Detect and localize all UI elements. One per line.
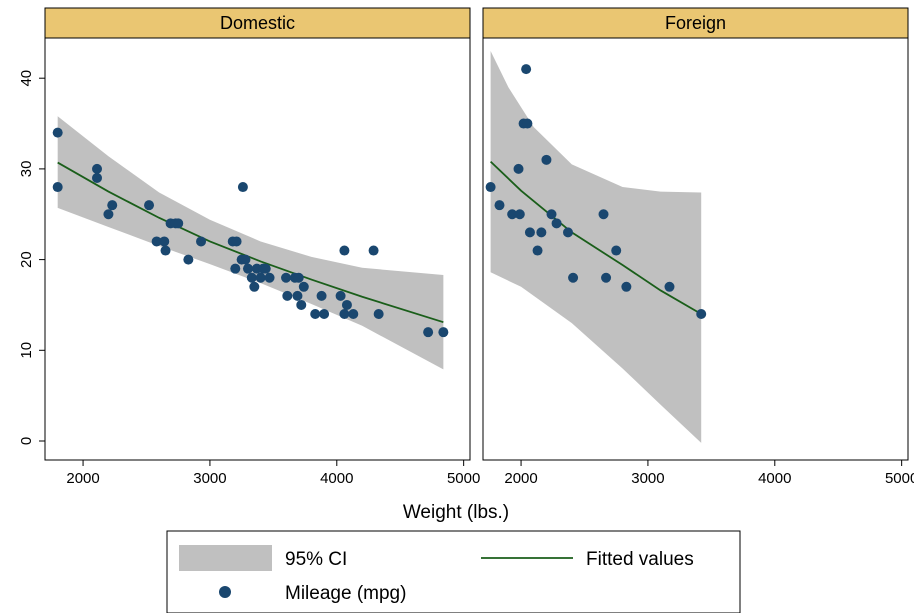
legend-fit-label: Fitted values xyxy=(586,549,694,570)
data-point xyxy=(621,281,632,292)
panel-header xyxy=(482,7,909,39)
data-point xyxy=(507,209,518,220)
x-tick-label: 5000 xyxy=(885,470,914,487)
legend-ci-swatch xyxy=(179,545,272,571)
data-point xyxy=(521,64,532,75)
fitted-line xyxy=(489,160,702,315)
data-point xyxy=(339,245,350,256)
x-tick-label: 4000 xyxy=(320,470,353,487)
data-point xyxy=(282,290,293,301)
data-point xyxy=(159,236,170,247)
data-point xyxy=(335,290,346,301)
legend-points-label: Mileage (mpg) xyxy=(285,583,406,604)
legend-ci-label: 95% CI xyxy=(285,549,347,570)
x-tick-label: 4000 xyxy=(758,470,791,487)
data-point xyxy=(546,209,557,220)
data-point xyxy=(316,290,327,301)
x-tick-label: 3000 xyxy=(631,470,664,487)
data-point xyxy=(368,245,379,256)
x-tick-label: 5000 xyxy=(447,470,480,487)
data-point xyxy=(246,272,257,283)
data-point xyxy=(494,200,505,211)
panel-domestic: Domestic 2000 3000 4000 5000 0 10 20 30 40 xyxy=(18,7,480,487)
data-point xyxy=(373,309,384,320)
data-point xyxy=(514,209,525,220)
data-point xyxy=(240,254,251,265)
chart-panels: Domestic 2000 3000 4000 5000 0 10 20 30 40 Foreign… xyxy=(18,7,914,487)
data-point xyxy=(319,309,330,320)
data-point xyxy=(237,182,248,193)
data-point xyxy=(513,163,524,174)
data-point xyxy=(292,290,303,301)
data-point xyxy=(260,263,271,274)
panel-foreign: Foreign 2000 3000 4000 5000 xyxy=(482,7,914,487)
data-point xyxy=(92,172,103,183)
data-point xyxy=(536,227,547,238)
data-point xyxy=(339,309,350,320)
data-point xyxy=(196,236,207,247)
data-point xyxy=(485,182,496,193)
data-point xyxy=(696,309,707,320)
data-point xyxy=(551,218,562,229)
data-point xyxy=(298,281,309,292)
legend: 95% CI Fitted values Mileage (mpg) xyxy=(166,530,741,613)
y-tick-label: 40 xyxy=(18,70,35,87)
data-point xyxy=(103,209,114,220)
data-point xyxy=(664,281,675,292)
data-point xyxy=(601,272,612,283)
data-point xyxy=(52,182,63,193)
legend-box xyxy=(166,530,741,613)
data-point xyxy=(160,245,171,256)
panel-header xyxy=(44,7,471,39)
data-point xyxy=(568,272,579,283)
data-point xyxy=(532,245,543,256)
data-point xyxy=(281,272,292,283)
data-point xyxy=(52,127,63,138)
data-point xyxy=(264,272,275,283)
data-point xyxy=(348,309,359,320)
fitted-line xyxy=(57,161,444,324)
data-point xyxy=(341,299,352,310)
data-point xyxy=(173,218,184,229)
data-point xyxy=(230,263,241,274)
data-point xyxy=(144,200,155,211)
x-tick-label: 2000 xyxy=(66,470,99,487)
panel-title: Foreign xyxy=(665,13,726,33)
y-tick-label: 0 xyxy=(18,437,35,445)
data-point xyxy=(151,236,162,247)
data-point xyxy=(524,227,535,238)
data-point xyxy=(598,209,609,220)
data-point xyxy=(107,200,118,211)
data-point xyxy=(296,299,307,310)
data-point xyxy=(541,154,552,165)
panel-title: Domestic xyxy=(220,13,295,33)
legend-points-swatch xyxy=(219,586,231,598)
data-point xyxy=(255,272,266,283)
data-point xyxy=(563,227,573,238)
data-point xyxy=(183,254,194,265)
y-tick-label: 20 xyxy=(18,251,35,268)
data-point xyxy=(231,236,242,247)
data-point xyxy=(249,281,260,292)
data-point xyxy=(310,309,321,320)
y-tick-label: 10 xyxy=(18,342,35,359)
x-tick-label: 2000 xyxy=(504,470,537,487)
data-point xyxy=(611,245,622,256)
data-point xyxy=(92,163,103,174)
y-tick-label: 30 xyxy=(18,161,35,178)
data-point xyxy=(293,272,304,283)
data-point xyxy=(438,327,449,338)
x-axis-label: Weight (lbs.) xyxy=(403,502,509,523)
data-point xyxy=(423,327,434,338)
data-point xyxy=(522,118,533,129)
x-tick-label: 3000 xyxy=(193,470,226,487)
data-point xyxy=(242,263,253,274)
